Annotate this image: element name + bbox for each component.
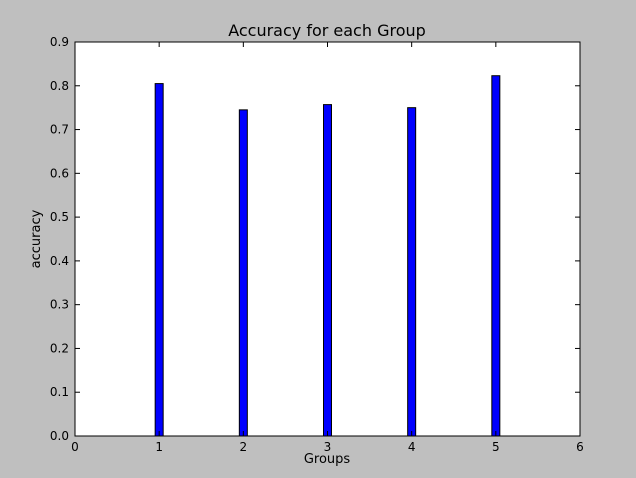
bar-group-3 xyxy=(323,104,332,437)
y-tick-label: 0.7 xyxy=(50,123,69,137)
x-axis-label: Groups xyxy=(304,452,351,467)
x-tick-label: 1 xyxy=(155,440,163,454)
x-tick-label: 5 xyxy=(492,440,500,454)
x-tick-label: 3 xyxy=(324,440,332,454)
y-tick-label: 0.0 xyxy=(50,429,69,443)
bar-group-5 xyxy=(491,75,501,437)
y-tick-label: 0.5 xyxy=(50,210,69,224)
bar-group-2 xyxy=(238,109,248,437)
x-tick-label: 0 xyxy=(71,440,79,454)
y-tick-label: 0.8 xyxy=(50,79,69,93)
bar-group-1 xyxy=(154,83,164,437)
y-tick-label: 0.4 xyxy=(50,254,69,268)
x-tick-label: 2 xyxy=(240,440,248,454)
y-tick-label: 0.1 xyxy=(50,385,69,399)
y-tick-label: 0.2 xyxy=(50,341,69,355)
x-tick-label: 4 xyxy=(408,440,416,454)
chart-title: Accuracy for each Group xyxy=(228,21,426,40)
y-tick-label: 0.3 xyxy=(50,298,69,312)
y-axis-label: accuracy xyxy=(29,209,44,268)
plot-frame xyxy=(74,41,581,437)
y-ticks-group: 0.0 0.1 0.2 0.3 0.4 0.5 0.6 0.7 0.8 0.9 xyxy=(50,35,580,443)
y-tick-label: 0.6 xyxy=(50,166,69,180)
bar-group-4 xyxy=(407,107,417,437)
x-tick-label: 6 xyxy=(576,440,584,454)
y-tick-label: 0.9 xyxy=(50,35,69,49)
